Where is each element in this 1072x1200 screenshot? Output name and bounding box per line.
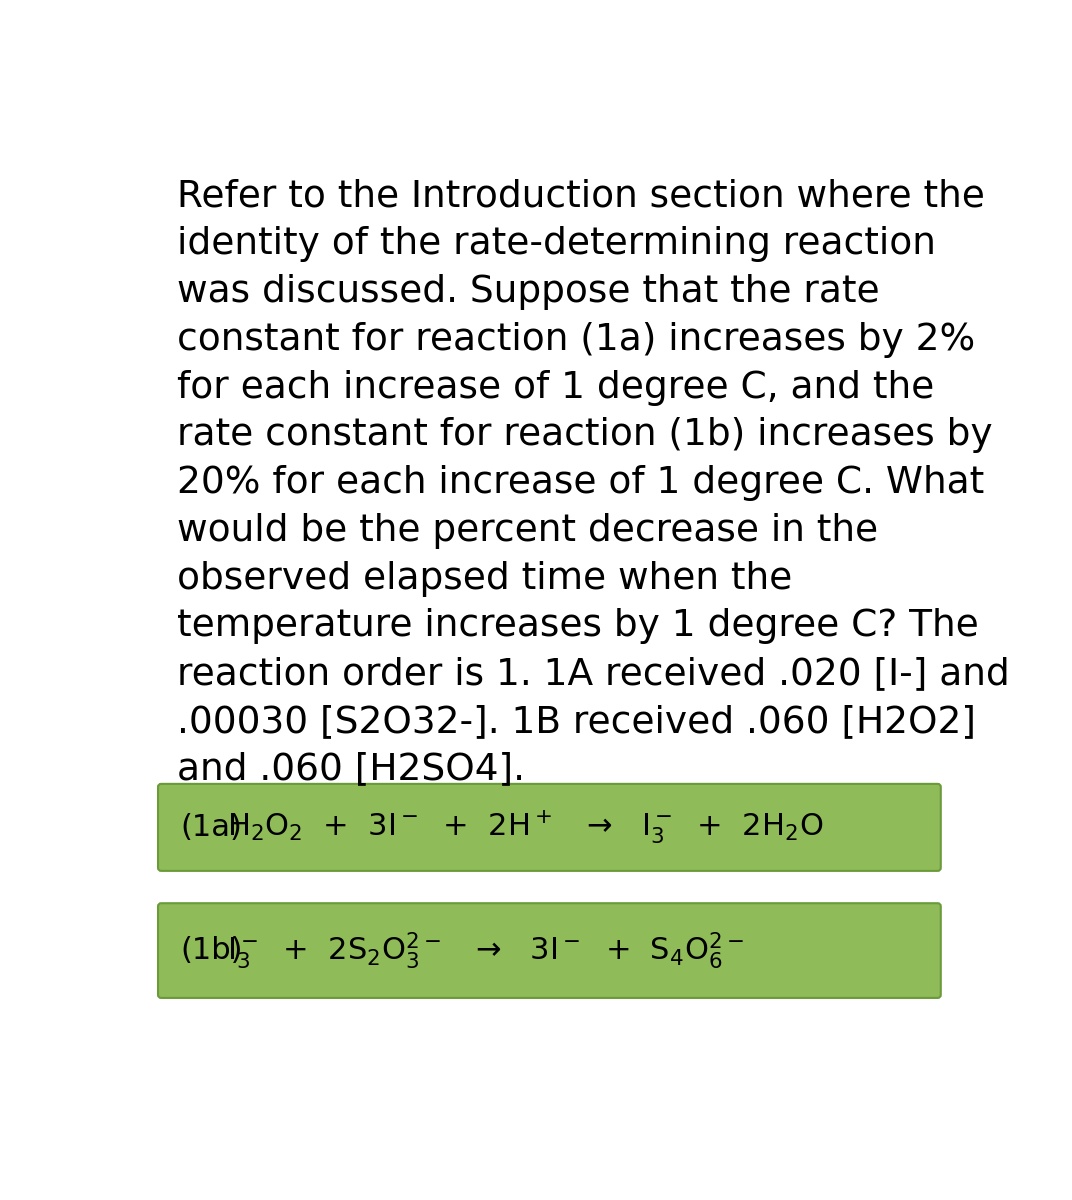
Text: identity of the rate-determining reaction: identity of the rate-determining reactio… <box>177 227 936 263</box>
Text: (1a): (1a) <box>180 812 242 842</box>
Text: I$_3^-$  +  2S$_2$O$_3^{2-}$   →   3I$^-$  +  S$_4$O$_6^{2-}$: I$_3^-$ + 2S$_2$O$_3^{2-}$ → 3I$^-$ + S$… <box>227 930 744 971</box>
Text: rate constant for reaction (1b) increases by: rate constant for reaction (1b) increase… <box>177 418 993 454</box>
Text: constant for reaction (1a) increases by 2%: constant for reaction (1a) increases by … <box>177 322 974 358</box>
Text: H$_2$O$_2$  +  3I$^-$  +  2H$^+$   →   I$_3^-$  +  2H$_2$O: H$_2$O$_2$ + 3I$^-$ + 2H$^+$ → I$_3^-$ +… <box>227 809 823 846</box>
Text: Refer to the Introduction section where the: Refer to the Introduction section where … <box>177 179 984 215</box>
Text: temperature increases by 1 degree C? The: temperature increases by 1 degree C? The <box>177 608 979 644</box>
Text: (1b): (1b) <box>180 936 243 965</box>
Text: and .060 [H2SO4].: and .060 [H2SO4]. <box>177 751 524 787</box>
Text: observed elapsed time when the: observed elapsed time when the <box>177 560 792 596</box>
FancyBboxPatch shape <box>158 904 941 998</box>
Text: reaction order is 1. 1A received .020 [I-] and: reaction order is 1. 1A received .020 [I… <box>177 656 1010 692</box>
Text: for each increase of 1 degree C, and the: for each increase of 1 degree C, and the <box>177 370 934 406</box>
Text: .00030 [S2O32-]. 1B received .060 [H2O2]: .00030 [S2O32-]. 1B received .060 [H2O2] <box>177 703 976 739</box>
Text: was discussed. Suppose that the rate: was discussed. Suppose that the rate <box>177 274 879 310</box>
Text: would be the percent decrease in the: would be the percent decrease in the <box>177 512 878 548</box>
Text: 20% for each increase of 1 degree C. What: 20% for each increase of 1 degree C. Wha… <box>177 466 984 502</box>
FancyBboxPatch shape <box>158 784 941 871</box>
